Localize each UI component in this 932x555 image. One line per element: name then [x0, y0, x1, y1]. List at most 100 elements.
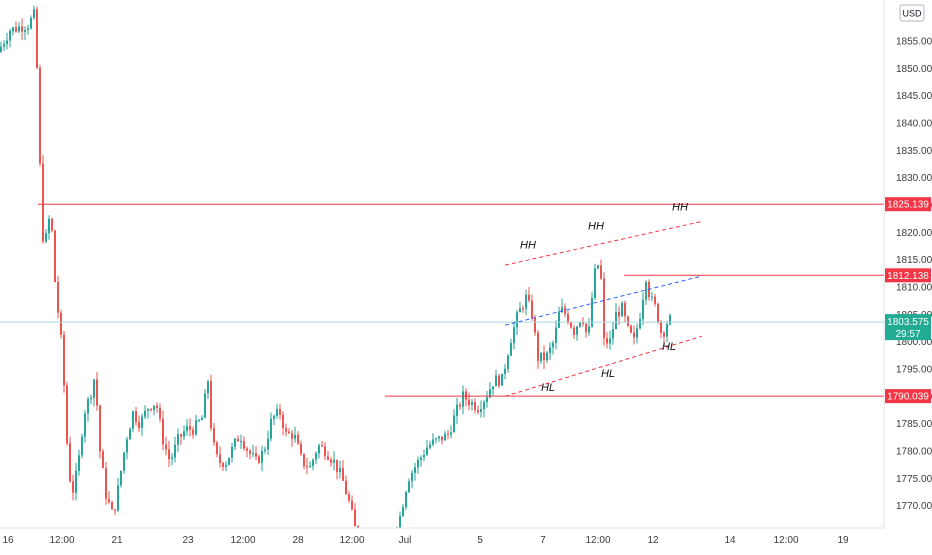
candle-body: [504, 368, 506, 374]
time-axis-panel[interactable]: [0, 528, 932, 550]
candle-body: [546, 352, 548, 361]
levels-layer: [0, 203, 884, 397]
candle-body: [222, 462, 224, 467]
candle: [114, 509, 116, 516]
candle-body: [21, 26, 23, 32]
x-tick-label: 16: [2, 535, 14, 546]
y-tick-label: 1820.000: [896, 228, 932, 239]
candle: [303, 453, 305, 470]
candle: [507, 353, 509, 373]
candle-body: [642, 299, 644, 320]
pattern-annotation: HH: [520, 240, 536, 252]
candle: [471, 399, 473, 411]
candle-body: [612, 329, 614, 339]
candle-body: [288, 431, 290, 434]
candle: [633, 325, 635, 345]
candle: [609, 330, 611, 350]
candle-body: [618, 311, 620, 317]
candle: [402, 504, 404, 517]
candle: [231, 442, 233, 463]
candle: [450, 425, 452, 439]
y-tick-label: 1795.000: [896, 365, 932, 376]
candle-body: [600, 265, 602, 279]
channel-line[interactable]: [504, 220, 703, 266]
candle: [585, 323, 587, 338]
pattern-annotation: HH: [672, 201, 688, 213]
candle-body: [51, 218, 53, 231]
candle-body: [27, 28, 29, 30]
candle: [18, 22, 20, 33]
candle: [135, 407, 137, 426]
candle: [483, 399, 485, 418]
candle: [168, 440, 170, 467]
candle-body: [636, 328, 638, 338]
candle: [627, 315, 629, 328]
candle-body: [198, 420, 200, 422]
candle-body: [348, 494, 350, 501]
candle-body: [300, 443, 302, 454]
candle-body: [342, 468, 344, 481]
candle: [438, 435, 440, 442]
candle: [54, 229, 56, 283]
candle-body: [144, 410, 146, 417]
candle-body: [489, 389, 491, 398]
candle: [174, 436, 176, 463]
candle: [45, 229, 47, 244]
y-tick-label: 1855.000: [896, 37, 932, 48]
candle: [645, 280, 647, 305]
candle: [567, 310, 569, 325]
candle-body: [201, 417, 203, 421]
candle-body: [0, 46, 2, 52]
candle-body: [75, 470, 77, 493]
candle: [27, 24, 29, 35]
candle: [477, 405, 479, 415]
candle-body: [660, 322, 662, 333]
candle: [30, 15, 32, 30]
candle-body: [48, 218, 50, 234]
candle-body: [519, 308, 521, 313]
candle: [90, 394, 92, 404]
candle-body: [315, 453, 317, 460]
candle: [126, 436, 128, 460]
time-axis-labels: 16 12:00 21 23 12:00 28 12:00 Jul 5 7 12:00 12 14 12:…: [2, 535, 849, 546]
candle-body: [621, 303, 623, 317]
candle-body: [555, 327, 557, 343]
candle-body: [453, 415, 455, 433]
candle: [57, 276, 59, 319]
candle-body: [633, 332, 635, 338]
y-tick-label: 1845.000: [896, 91, 932, 102]
channel-line[interactable]: [504, 335, 703, 397]
candle: [579, 321, 581, 328]
candle-body: [471, 402, 473, 405]
price-level-tag[interactable]: [885, 389, 931, 404]
candle-body: [408, 481, 410, 493]
candle-body: [273, 415, 275, 419]
candle-body: [165, 444, 167, 450]
candle-body: [483, 402, 485, 410]
candle-body: [318, 445, 320, 454]
price-axis-panel[interactable]: [884, 0, 932, 528]
price-level-tag[interactable]: [885, 268, 931, 283]
candle: [558, 306, 560, 329]
price-level-tag[interactable]: [885, 197, 931, 212]
candle-body: [549, 347, 551, 353]
x-tick-label: 7: [540, 535, 546, 546]
candle: [648, 279, 650, 301]
channel-line[interactable]: [504, 275, 703, 326]
candle: [594, 263, 596, 301]
candle: [420, 455, 422, 467]
candle: [462, 385, 464, 415]
candle-body: [171, 457, 173, 460]
candle: [474, 398, 476, 414]
candle: [291, 429, 293, 447]
current-price-tag[interactable]: [885, 314, 931, 341]
candle-body: [306, 466, 308, 468]
candle: [150, 408, 152, 412]
candle-body: [327, 456, 329, 460]
currency-badge[interactable]: USD: [899, 4, 925, 22]
price-level-tag-label: 1825.139: [887, 200, 929, 211]
candle: [42, 155, 44, 244]
candle: [651, 291, 653, 302]
